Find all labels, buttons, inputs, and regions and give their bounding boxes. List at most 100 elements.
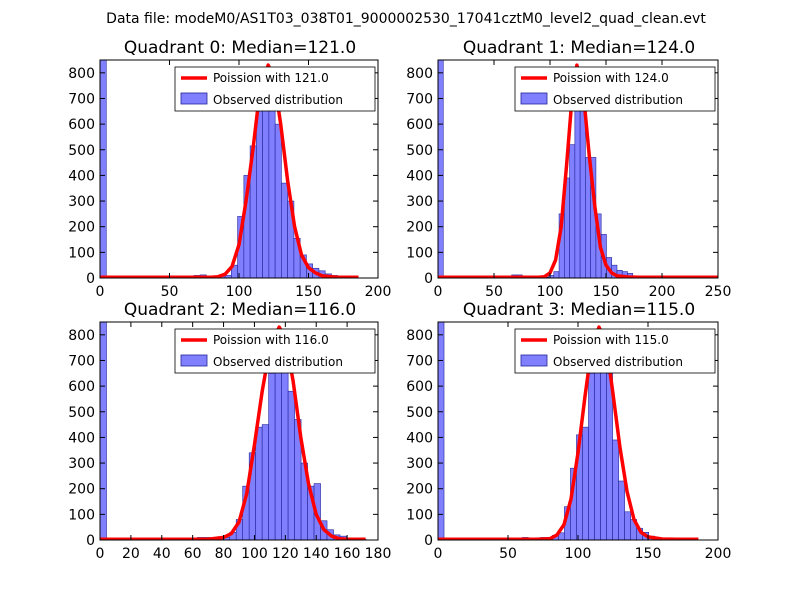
x-tick-label: 150	[295, 284, 322, 300]
subplot-quadrant-3: Quadrant 3: Median=115.0 0 50 100 150 200 0 10…	[406, 300, 731, 562]
legend-label-poisson: Poission with 115.0	[553, 333, 669, 347]
y-tick-label: 600	[68, 117, 95, 133]
y-tick-label: 100	[406, 245, 433, 261]
subplot-title: Quadrant 3: Median=115.0	[463, 300, 695, 320]
y-tick-label: 600	[406, 117, 433, 133]
x-tick-label: 20	[122, 546, 140, 562]
x-tick-label: 100	[241, 546, 268, 562]
histogram-bar	[261, 424, 269, 540]
x-tick-label: 140	[303, 546, 330, 562]
suptitle: Data file: modeM0/AS1T03_038T01_90000025…	[106, 11, 706, 27]
histogram-bar	[624, 511, 631, 540]
plot-area: 0 20 40 60 80 100 120 140 160 1800100200300400500…	[68, 321, 392, 562]
y-tick-label: 300	[406, 194, 433, 210]
y-tick-label: 0	[86, 271, 95, 287]
y-tick-label: 400	[406, 168, 433, 184]
x-tick-label: 100	[565, 546, 592, 562]
x-tick-label: 0	[96, 284, 105, 300]
legend-box	[514, 66, 716, 112]
x-tick-label: 80	[215, 546, 233, 562]
legend: Poission with 121.0 Observed distributio…	[174, 66, 376, 112]
y-tick-label: 600	[406, 379, 433, 395]
x-tick-label: 50	[499, 546, 517, 562]
y-tick-label: 400	[68, 430, 95, 446]
y-tick-label: 400	[406, 430, 433, 446]
subplot-title: Quadrant 0: Median=121.0	[124, 38, 356, 58]
histogram-bar	[438, 322, 445, 540]
legend-label-observed: Observed distribution	[213, 93, 343, 107]
y-tick-label: 0	[424, 271, 433, 287]
x-tick-label: 200	[705, 546, 732, 562]
y-tick-label: 800	[406, 328, 433, 344]
y-tick-label: 800	[406, 66, 433, 82]
y-tick-label: 100	[68, 507, 95, 523]
x-tick-label: 100	[226, 284, 253, 300]
x-tick-label: 40	[153, 546, 171, 562]
histogram-bar	[268, 96, 276, 278]
x-tick-label: 50	[485, 284, 503, 300]
legend-label-poisson: Poission with 116.0	[213, 333, 329, 347]
histogram-bar	[612, 439, 619, 540]
axes-frame	[99, 321, 379, 541]
legend-patch-swatch	[520, 92, 548, 105]
legend-box	[174, 66, 376, 112]
y-tick-label: 500	[68, 405, 95, 421]
y-tick-label: 200	[68, 220, 95, 236]
x-tick-label: 60	[184, 546, 202, 562]
plot-area: 0 50 100 150 200 250 0 100 200 300 400 500 600 700 800	[406, 59, 732, 300]
histogram-bar	[274, 123, 282, 278]
histogram-bar	[574, 82, 581, 278]
histogram-bar	[582, 426, 589, 540]
y-tick-label: 500	[406, 143, 433, 159]
axes-frame	[437, 59, 719, 279]
x-tick-label: 0	[434, 546, 443, 562]
subplot-title: Quadrant 2: Median=116.0	[124, 300, 356, 320]
subplot-quadrant-0: Quadrant 0: Median=121.0 0 50 100 150 200 0 10…	[68, 38, 391, 300]
histogram-bar	[618, 480, 625, 540]
y-tick-label: 0	[424, 533, 433, 549]
x-tick-label: 120	[272, 546, 299, 562]
x-tick-label: 150	[635, 546, 662, 562]
x-tick-label: 100	[537, 284, 564, 300]
y-tick-label: 200	[406, 482, 433, 498]
y-tick-label: 600	[68, 379, 95, 395]
y-tick-label: 200	[406, 220, 433, 236]
x-tick-label: 250	[705, 284, 732, 300]
histogram-bar	[100, 322, 107, 540]
histogram-bar	[281, 182, 288, 278]
y-tick-label: 800	[68, 328, 95, 344]
poisson-curve	[100, 325, 366, 540]
y-tick-label: 700	[406, 353, 433, 369]
legend: Poission with 116.0 Observed distributio…	[174, 328, 376, 374]
y-tick-label: 100	[68, 245, 95, 261]
y-tick-label: 800	[68, 66, 95, 82]
y-tick-label: 500	[406, 405, 433, 421]
y-tick-label: 500	[68, 143, 95, 159]
x-tick-label: 180	[365, 546, 392, 562]
histogram-bar	[588, 372, 595, 540]
legend-patch-swatch	[180, 354, 208, 367]
x-tick-label: 200	[365, 284, 392, 300]
histogram-bar	[256, 108, 263, 278]
y-tick-label: 300	[68, 456, 95, 472]
x-tick-label: 0	[434, 284, 443, 300]
histogram-bar	[268, 372, 276, 540]
x-tick-label: 150	[593, 284, 620, 300]
y-tick-label: 300	[68, 194, 95, 210]
legend-box	[174, 328, 376, 374]
histogram-bar	[606, 372, 613, 540]
legend-label-observed: Observed distribution	[213, 355, 343, 369]
x-tick-label: 160	[334, 546, 361, 562]
y-tick-label: 300	[406, 456, 433, 472]
legend-patch-swatch	[180, 92, 208, 105]
histogram-bar	[100, 60, 107, 278]
histogram-bar	[553, 271, 560, 278]
subplot-quadrant-2: Quadrant 2: Median=116.0 0 20 40 60 80 100 120…	[68, 300, 391, 562]
y-tick-label: 700	[406, 91, 433, 107]
subplot-quadrant-1: Quadrant 1: Median=124.0 0 50 100 150 200 250…	[406, 38, 731, 300]
x-tick-label: 200	[649, 284, 676, 300]
legend: Poission with 124.0 Observed distributio…	[514, 66, 716, 112]
y-tick-label: 700	[68, 353, 95, 369]
